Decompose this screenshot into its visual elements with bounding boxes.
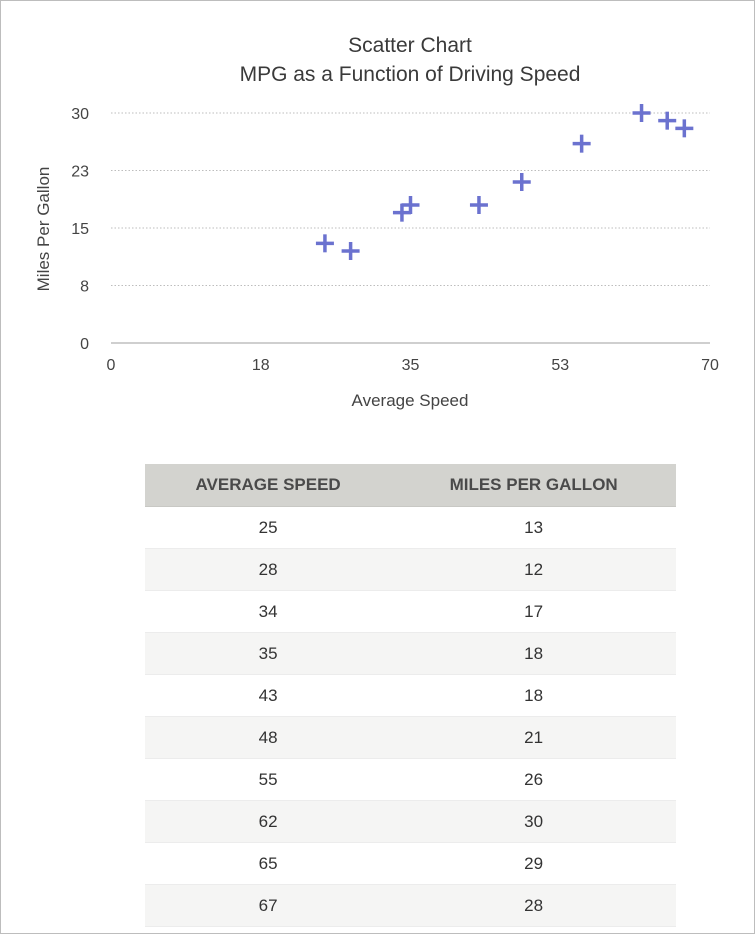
data-table: AVERAGE SPEED MILES PER GALLON 25 13 28 12 3…: [145, 464, 676, 927]
x-tick-label: 18: [252, 357, 270, 374]
speed-cell: 28: [145, 548, 392, 591]
chart-title: Scatter Chart: [348, 34, 472, 57]
data-point: [632, 104, 651, 122]
data-point: [401, 196, 420, 214]
table-row: 48 21: [145, 716, 676, 759]
table-row: 28 12: [145, 548, 676, 591]
mpg-cell: 18: [391, 674, 676, 717]
y-tick-label: 15: [71, 221, 89, 238]
y-tick-label: 0: [80, 336, 89, 353]
x-tick-label: 70: [701, 357, 719, 374]
header-average-speed: AVERAGE SPEED: [145, 464, 392, 507]
data-point: [341, 242, 360, 260]
x-axis-label: Average Speed: [352, 391, 469, 410]
y-tick-label: 30: [71, 106, 89, 123]
mpg-cell: 12: [391, 548, 676, 591]
speed-cell: 62: [145, 800, 392, 843]
mpg-cell: 30: [391, 800, 676, 843]
y-axis-label: Miles Per Gallon: [34, 167, 53, 292]
table-header-row: AVERAGE SPEED MILES PER GALLON: [145, 464, 676, 507]
table-row: 34 17: [145, 590, 676, 633]
speed-cell: 55: [145, 758, 392, 801]
mpg-cell: 28: [391, 884, 676, 927]
data-point: [315, 234, 334, 253]
table-row: 62 30: [145, 800, 676, 843]
mpg-cell: 21: [391, 716, 676, 759]
table-row: 35 18: [145, 632, 676, 675]
mpg-cell: 17: [391, 590, 676, 633]
data-point: [469, 196, 488, 214]
mpg-cell: 18: [391, 632, 676, 675]
mpg-cell: 29: [391, 842, 676, 885]
y-tick-label: 23: [71, 164, 89, 181]
speed-cell: 43: [145, 674, 392, 717]
speed-cell: 25: [145, 506, 392, 549]
data-point: [658, 111, 677, 130]
x-tick-label: 35: [402, 357, 420, 374]
speed-cell: 67: [145, 884, 392, 927]
mpg-cell: 13: [391, 506, 676, 549]
scatter-chart: 0 8 15 23 30 0 18 35 53 70 Average Speed Miles Pe…: [34, 104, 719, 410]
header-miles-per-gallon: MILES PER GALLON: [391, 464, 676, 507]
table-row: 65 29: [145, 842, 676, 885]
y-tick-label: 8: [80, 279, 89, 296]
speed-cell: 65: [145, 842, 392, 885]
speed-cell: 48: [145, 716, 392, 759]
table-row: 43 18: [145, 674, 676, 717]
mpg-cell: 26: [391, 758, 676, 801]
data-point: [675, 119, 694, 138]
speed-cell: 34: [145, 590, 392, 633]
table-row: 67 28: [145, 884, 676, 927]
data-point: [512, 173, 531, 191]
data-point: [572, 134, 591, 153]
table-row: 25 13: [145, 506, 676, 549]
x-tick-label: 0: [107, 357, 116, 374]
speed-cell: 35: [145, 632, 392, 675]
chart-subtitle: MPG as a Function of Driving Speed: [239, 63, 581, 86]
x-tick-label: 53: [551, 357, 569, 374]
table-row: 55 26: [145, 758, 676, 801]
